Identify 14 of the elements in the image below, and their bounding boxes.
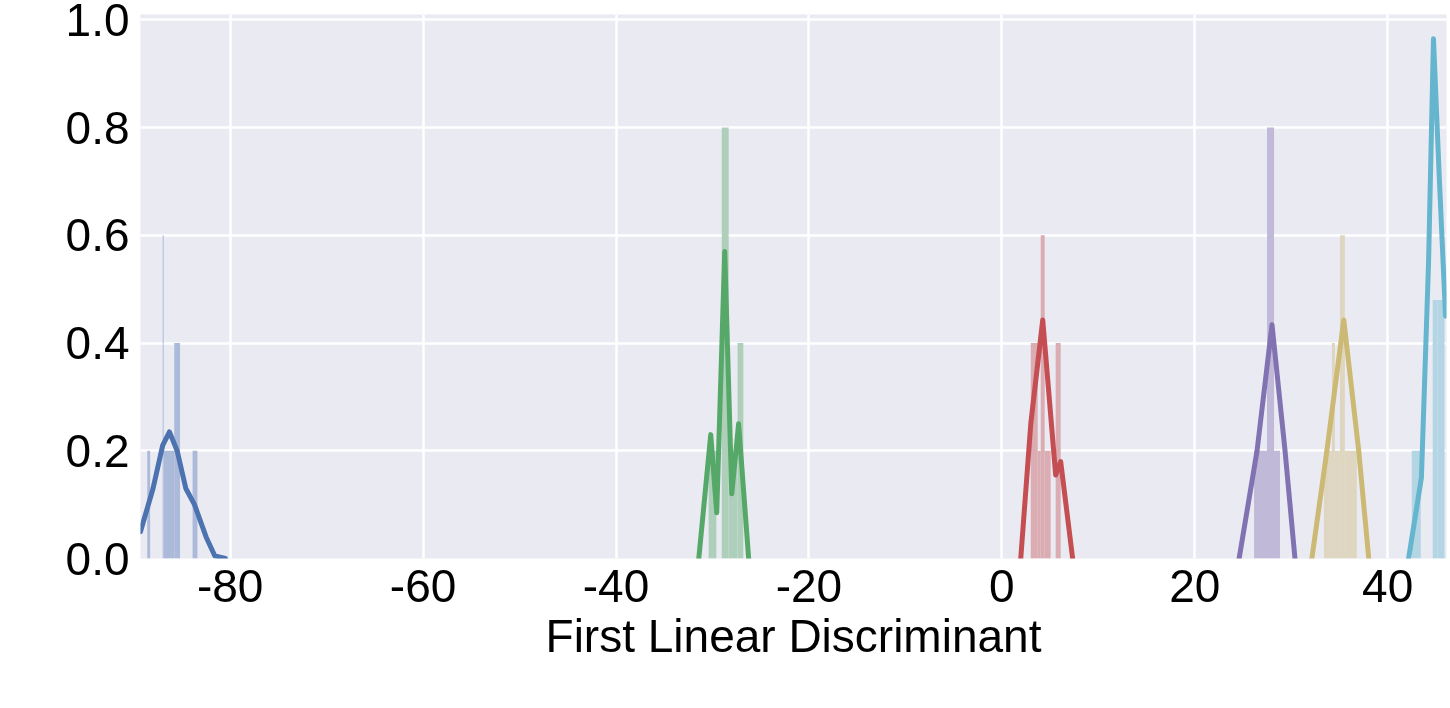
y-tick-label: 1.0 [65, 0, 130, 46]
x-tick-label: -80 [196, 559, 264, 612]
x-tick-label: -20 [775, 559, 843, 612]
y-tick-label: 0.4 [65, 317, 130, 370]
x-tick-label: 20 [1169, 559, 1221, 612]
y-tick-label: 0.6 [65, 209, 130, 262]
y-tick-label: 0.2 [65, 424, 130, 477]
x-tick-label: -60 [389, 559, 457, 612]
x-tick-label: -40 [582, 559, 650, 612]
x-tick-label: 40 [1362, 559, 1414, 612]
x-axis-title: First Linear Discriminant [545, 609, 1042, 662]
x-tick-label: 0 [989, 559, 1015, 612]
y-tick-label: 0.0 [65, 532, 130, 585]
y-tick-label: 0.8 [65, 101, 130, 154]
